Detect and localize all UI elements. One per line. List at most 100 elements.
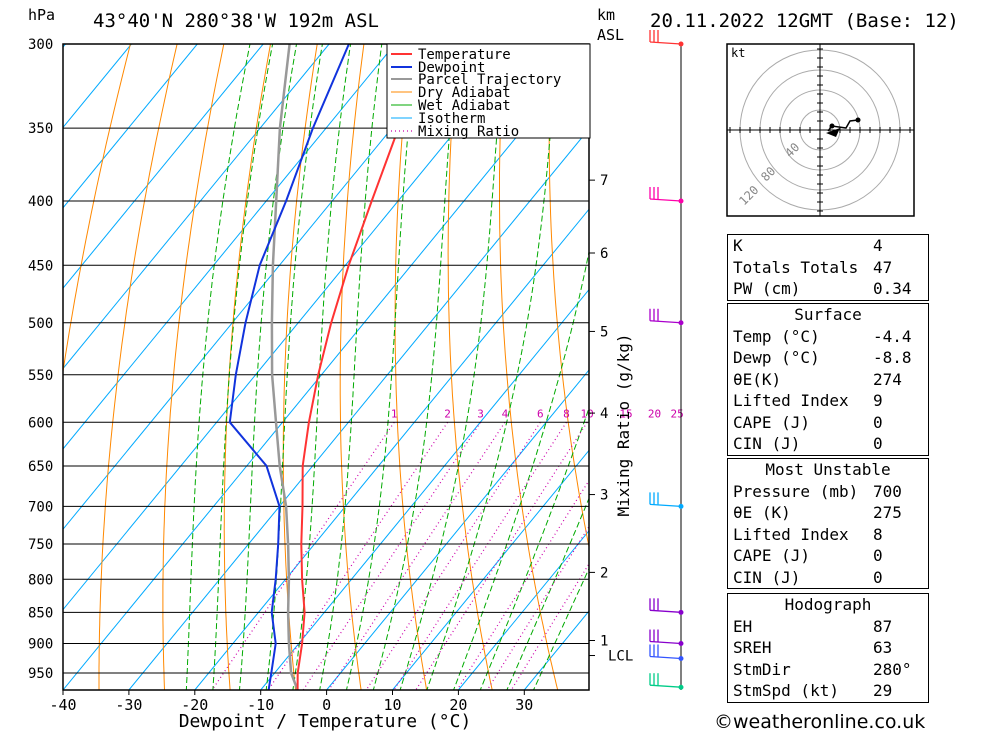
row-value: 4 xyxy=(873,236,883,255)
x-axis-ticks: -40 -30 -20 -10 0 10 20 30 xyxy=(49,690,533,714)
wet-adiabat-line xyxy=(372,44,458,690)
row-value: 0 xyxy=(873,434,883,453)
mixing-ratio-label: 6 xyxy=(537,407,544,420)
wind-barb xyxy=(649,655,682,660)
mixing-ratio-label: 20 xyxy=(648,407,661,420)
row-key: Totals Totals xyxy=(733,257,859,277)
mixing-ratio-line xyxy=(267,421,449,690)
isotherm-line xyxy=(63,44,132,129)
row-key: CAPE (J) xyxy=(733,412,811,432)
isotherm-line xyxy=(63,44,462,531)
wind-barb xyxy=(649,503,682,508)
row-value: 0 xyxy=(873,546,883,565)
x-tick-label: -40 xyxy=(49,696,76,714)
row-value: 0 xyxy=(873,567,883,587)
mixing-ratio-line xyxy=(365,421,541,690)
legend-label: Temperature xyxy=(418,47,511,63)
table-row: Dewp (°C) -8.8 xyxy=(728,347,928,369)
isotherm-line xyxy=(63,44,198,209)
series-parcel-trajectory xyxy=(270,44,299,690)
x-tick-label: -20 xyxy=(181,696,208,714)
mixing-ratio-line xyxy=(415,421,588,690)
wet-adiabat-line xyxy=(185,44,251,690)
isotherm-line xyxy=(63,44,330,370)
row-value: 280° xyxy=(873,659,912,679)
series-dewpoint xyxy=(228,44,350,690)
wet-adiabat-line xyxy=(426,44,558,690)
isotherm-line xyxy=(326,369,589,690)
km-tick-label: 2 xyxy=(600,565,608,581)
mixing-ratio-line xyxy=(328,421,506,690)
storm-motion-arrow xyxy=(826,128,840,137)
surface-table: Surface Temp (°C) -4.4 Dewp (°C) -8.8 θE(K… xyxy=(727,303,929,456)
row-key: PW (cm) xyxy=(733,279,801,298)
legend: Temperature Dewpoint Parcel Trajectory D… xyxy=(386,43,591,140)
km-tick-label: 4 xyxy=(600,406,608,422)
table-row: Totals Totals 47 xyxy=(728,257,928,279)
x-axis-label: Dewpoint / Temperature (°C) xyxy=(179,711,472,732)
wind-barb xyxy=(649,609,682,613)
dry-adiabat-line xyxy=(63,44,131,375)
sounding-series xyxy=(228,44,429,690)
x-tick-label: 30 xyxy=(515,696,533,714)
dry-adiabat-line xyxy=(162,44,225,690)
table-row: θE (K) 275 xyxy=(728,502,928,524)
hodograph: kt 40 80 120 xyxy=(726,43,915,217)
row-key: Lifted Index xyxy=(733,524,849,544)
pressure-tick-labels: 300 350 400 450 500 550 600 650 700 750 800 850 900 9… xyxy=(28,37,53,682)
mixing-ratio-label: 2 xyxy=(444,407,451,420)
dry-adiabat-line xyxy=(339,44,365,690)
pressure-tick-label: 400 xyxy=(28,194,53,210)
table-row: CIN (J) 0 xyxy=(728,567,928,589)
legend-label: Parcel Trajectory xyxy=(418,72,561,88)
section-title: Most Unstable xyxy=(765,460,891,479)
legend-label: Isotherm xyxy=(418,111,485,127)
wet-adiabat-line xyxy=(292,44,352,690)
dry-adiabat-line xyxy=(548,44,589,550)
row-value: 29 xyxy=(873,681,893,700)
km-tick-label: 3 xyxy=(600,488,608,504)
row-value: 0.34 xyxy=(873,279,912,298)
legend-label: Dry Adiabat xyxy=(418,85,511,101)
pressure-tick-label: 350 xyxy=(28,121,53,137)
pressure-unit-label: hPa xyxy=(28,6,56,24)
row-key: K xyxy=(733,236,743,255)
pressure-tick-label: 700 xyxy=(28,499,53,515)
pressure-tick-label: 650 xyxy=(28,459,53,475)
isotherm-line xyxy=(63,44,528,611)
wet-adiabat-line xyxy=(506,497,589,690)
mixing-ratio-label: 1 xyxy=(391,407,398,420)
x-tick-label: 0 xyxy=(322,696,331,714)
copyright-link[interactable]: ©weatheronline.co.uk xyxy=(714,711,926,733)
row-key: EH xyxy=(733,616,753,636)
pressure-tick-label: 850 xyxy=(28,605,53,621)
row-key: StmDir xyxy=(733,659,791,679)
mixing-ratio-label: 25 xyxy=(670,407,683,420)
pressure-tick-label: 750 xyxy=(28,537,53,553)
row-value: -4.4 xyxy=(873,326,912,346)
asl-unit-label: ASL xyxy=(597,26,625,44)
row-value: 47 xyxy=(873,257,893,277)
plot-frame xyxy=(62,43,590,691)
dry-adiabat-line xyxy=(597,44,688,690)
section-title: Hodograph xyxy=(784,595,872,614)
table-row: EH 87 xyxy=(728,616,928,638)
table-row: SREH 63 xyxy=(728,637,928,659)
row-key: SREH xyxy=(733,638,772,657)
dry-adiabat-line xyxy=(447,44,493,690)
pressure-tick-label: 600 xyxy=(28,415,53,431)
km-tick-label: 6 xyxy=(600,246,608,262)
hodograph-point xyxy=(855,117,861,123)
wet-adiabat-line xyxy=(453,249,589,690)
wind-barb xyxy=(649,640,682,645)
table-row: Lifted Index 8 xyxy=(728,524,928,546)
wind-barb xyxy=(649,684,682,688)
isotherm-line xyxy=(458,529,589,690)
wet-adiabat-line xyxy=(532,567,589,690)
isotherm-line xyxy=(194,208,589,690)
row-key: StmSpd (kt) xyxy=(733,681,839,700)
table-row: Pressure (mb) 700 xyxy=(728,481,928,503)
